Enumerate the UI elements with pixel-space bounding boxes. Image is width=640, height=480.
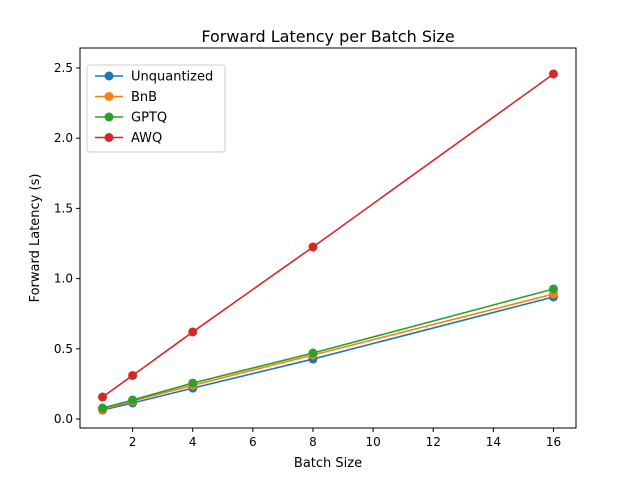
legend-marker-awq [104, 133, 114, 142]
data-point-gptq [128, 395, 138, 405]
data-point-awq [128, 370, 138, 380]
plot-frame [79, 47, 577, 429]
x-tick-label: 6 [249, 435, 257, 449]
legend-marker-bnb [104, 92, 114, 101]
y-tick-label: 2.5 [54, 61, 73, 75]
legend-label-unquantized: Unquantized [131, 70, 213, 85]
chart-title: Forward Latency per Batch Size [201, 27, 454, 46]
legend: Unquantized BnB GPTQ AWQ [86, 64, 226, 153]
x-tick-label: 16 [546, 435, 561, 449]
series-line-unquantized [102, 296, 554, 411]
data-point-awq [98, 392, 108, 402]
x-tick-label: 4 [189, 435, 197, 449]
data-point-awq [308, 242, 318, 252]
data-point-awq [188, 327, 198, 337]
series-line-bnb [102, 293, 554, 410]
legend-label-awq: AWQ [131, 131, 162, 146]
y-tick-label: 1.5 [54, 201, 73, 215]
legend-marker-gptq [104, 112, 114, 122]
y-tick-label: 0.5 [54, 342, 73, 356]
data-point-awq [548, 69, 558, 79]
x-tick-label: 2 [129, 435, 137, 449]
y-tick-label: 2.0 [54, 131, 73, 145]
x-tick-label: 14 [486, 435, 501, 449]
x-tick-label: 10 [365, 435, 380, 449]
x-axis-label: Batch Size [294, 456, 362, 471]
y-tick-label: 1.0 [54, 272, 73, 286]
legend-marker-unquantized [104, 71, 114, 81]
legend-label-gptq: GPTQ [131, 111, 167, 126]
data-point-gptq [548, 284, 558, 294]
data-point-gptq [188, 378, 198, 388]
y-axis-label: Forward Latency (s) [28, 174, 43, 303]
legend-label-bnb: BnB [131, 90, 157, 105]
legend-box [86, 64, 226, 153]
x-tick-label: 12 [426, 435, 441, 449]
y-tick-label: 0.0 [54, 412, 73, 426]
data-point-gptq [308, 348, 318, 358]
data-point-gptq [98, 403, 108, 413]
x-tick-label: 8 [309, 435, 317, 449]
